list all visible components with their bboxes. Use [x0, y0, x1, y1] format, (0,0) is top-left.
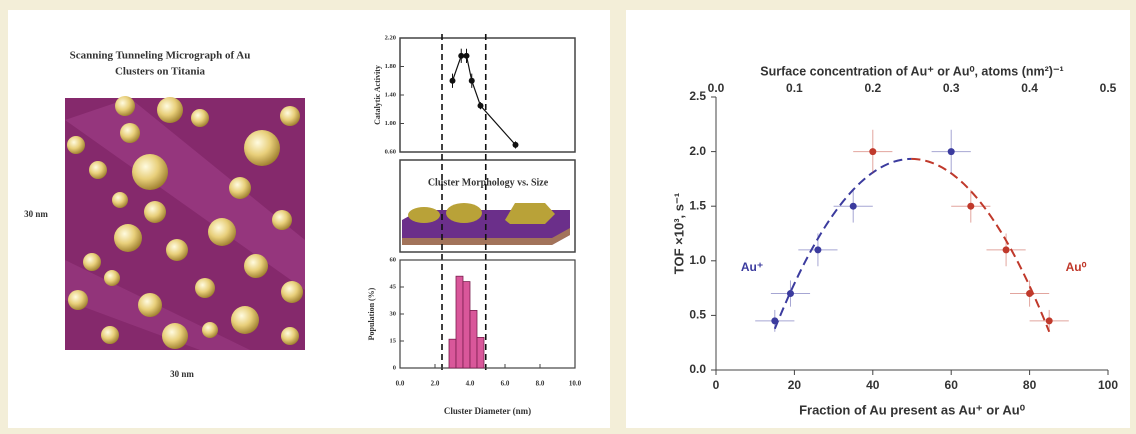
y-tick-label: 45: [390, 283, 397, 290]
marker: [849, 202, 857, 210]
x-tick-label: 4.0: [466, 380, 475, 388]
y-tick-label: 1.40: [385, 91, 396, 98]
x2-tick-label: 0.3: [943, 81, 960, 95]
series-label: Au⁺: [741, 260, 763, 274]
marker: [468, 77, 475, 84]
x-tick-label: 2.0: [431, 380, 440, 388]
bar: [469, 309, 478, 369]
stm-title: Scanning Tunneling Micrograph of Au: [70, 50, 251, 62]
marker: [463, 52, 470, 59]
morphology-frame: [399, 159, 576, 253]
y-tick-label: 0: [393, 364, 396, 371]
x-tick-label: 40: [866, 378, 880, 392]
x2-tick-label: 0.0: [708, 81, 725, 95]
marker: [786, 290, 794, 298]
y-tick-label: 60: [390, 256, 397, 263]
fit-curve: [773, 157, 912, 330]
y-tick-label: 0.5: [689, 308, 706, 322]
stm-image: [65, 96, 305, 350]
y-tick-label: 0.0: [689, 362, 706, 376]
line: [451, 55, 516, 146]
y-tick-label: 2.0: [689, 144, 706, 158]
x2-tick-label: 0.2: [864, 81, 881, 95]
marker: [947, 148, 955, 156]
scale-label: 30 nm: [170, 369, 194, 379]
x-tick-label: 0: [713, 378, 720, 392]
y-axis-label: TOF ×10³, s⁻¹: [671, 193, 686, 274]
fit-curve: [911, 157, 1051, 333]
marker: [967, 202, 975, 210]
y-tick-label: 1.00: [385, 120, 396, 127]
x-tick-label: 80: [1023, 378, 1037, 392]
marker: [512, 141, 519, 148]
marker: [869, 148, 877, 156]
y-tick-label: 1.80: [385, 63, 396, 70]
x-tick-label: 20: [788, 378, 802, 392]
x-tick-label: 10.0: [569, 380, 582, 388]
x2-tick-label: 0.5: [1100, 81, 1117, 95]
marker: [771, 317, 779, 325]
x-tick-label: 100: [1098, 378, 1118, 392]
marker: [458, 52, 465, 59]
morphology-label: Cluster Morphology vs. Size: [428, 177, 549, 188]
x2-tick-label: 0.1: [786, 81, 803, 95]
series-label: Au⁰: [1066, 260, 1087, 274]
x-axis-label: Cluster Diameter (nm): [444, 406, 531, 416]
x2-tick-label: 0.4: [1021, 81, 1038, 95]
y-tick-label: 1.0: [689, 253, 706, 267]
marker: [477, 102, 484, 109]
x-tick-label: 0.0: [396, 380, 405, 388]
marker: [1026, 290, 1034, 298]
y-axis-label: Population (%): [367, 287, 376, 340]
x-axis-label: Fraction of Au present as Au⁺ or Au⁰: [799, 402, 1026, 417]
bar: [476, 336, 485, 369]
y-tick-label: 15: [390, 337, 397, 344]
x-tick-label: 6.0: [501, 380, 510, 388]
y-tick-label: 2.5: [689, 89, 706, 103]
bar: [462, 281, 471, 369]
y-tick-label: 1.5: [689, 198, 706, 212]
y-axis-label: Catalytic Activity: [373, 65, 382, 125]
y-tick-label: 2.20: [385, 34, 396, 41]
chart-title: Surface concentration of Au⁺ or Au⁰, ato…: [760, 64, 1063, 78]
scale-label: 30 nm: [24, 209, 48, 219]
bar: [455, 275, 464, 369]
marker: [814, 246, 822, 254]
y-tick-label: 30: [390, 310, 397, 317]
stm-title: Clusters on Titania: [115, 66, 206, 78]
marker: [1002, 246, 1010, 254]
y-tick-label: 0.60: [385, 148, 396, 155]
x-tick-label: 60: [945, 378, 959, 392]
marker: [1045, 317, 1053, 325]
marker: [449, 77, 456, 84]
bar: [448, 338, 457, 369]
right-panel: [626, 10, 1130, 428]
x-tick-label: 8.0: [536, 380, 545, 388]
